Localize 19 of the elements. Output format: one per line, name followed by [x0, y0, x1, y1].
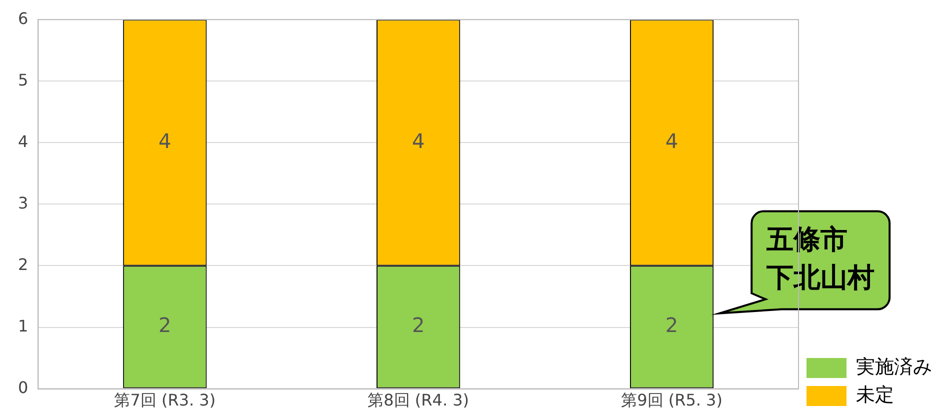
data-label: 4 [665, 128, 678, 153]
annotation: 下北山村 [766, 262, 875, 294]
y-tick-label: 2 [18, 254, 28, 274]
y-tick-label: 0 [18, 378, 28, 397]
y-tick-label: 4 [18, 132, 28, 151]
y-tick-label: 5 [18, 70, 28, 90]
data-label: 4 [158, 128, 172, 153]
data-label: 2 [158, 313, 172, 338]
x-tick-label: 第9回 (R5. 3) [621, 390, 722, 410]
data-label: 2 [665, 313, 678, 338]
data-label: 2 [412, 313, 425, 338]
y-tick-label: 3 [18, 193, 28, 212]
x-tick-label: 第8回 (R4. 3) [368, 390, 470, 410]
y-tick-label: 6 [18, 8, 28, 28]
x-tick-label: 第7回 (R3. 3) [114, 390, 216, 410]
legend-label: 未定 [856, 384, 894, 406]
data-label: 4 [412, 128, 425, 153]
legend-label: 実施済み [856, 356, 932, 378]
y-tick-label: 1 [18, 316, 28, 336]
